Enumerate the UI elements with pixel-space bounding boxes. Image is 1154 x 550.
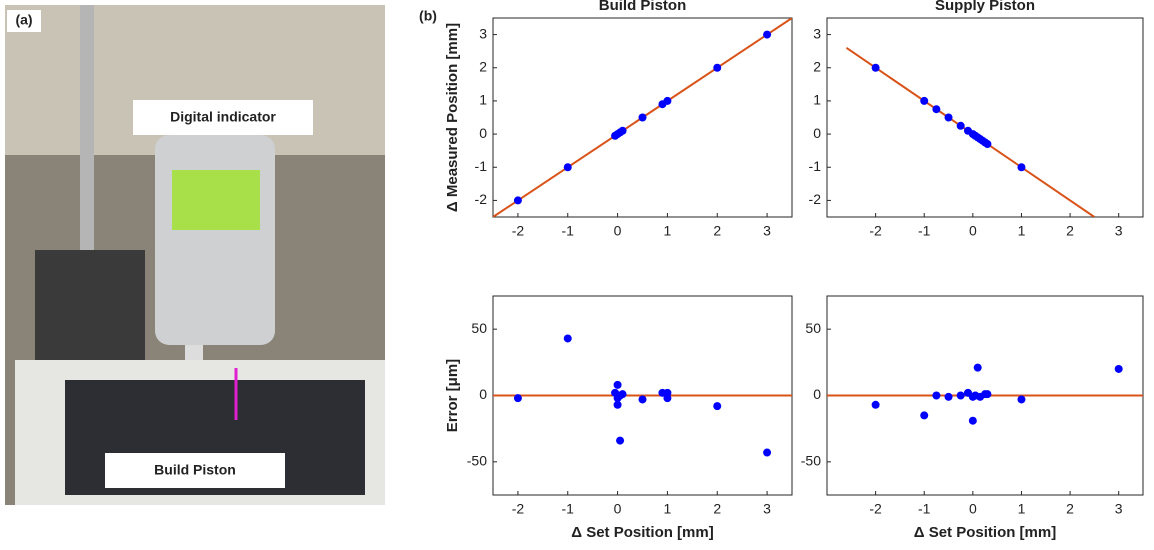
x-tick-label: 3 — [763, 501, 771, 517]
point — [613, 380, 622, 389]
point — [563, 163, 572, 172]
point — [763, 30, 772, 39]
point — [618, 390, 627, 399]
point — [713, 63, 722, 72]
x-tick-label: 1 — [1018, 223, 1026, 239]
y-axis-label: Error [μm] — [444, 359, 461, 432]
photo-label: Build Piston — [154, 462, 236, 478]
y-tick-label: 0 — [813, 125, 821, 141]
point — [616, 436, 625, 445]
y-tick-label: 0 — [813, 386, 821, 402]
panel-label: (b) — [419, 8, 437, 24]
x-tick-label: 1 — [664, 223, 672, 239]
x-tick-label: 3 — [1115, 223, 1123, 239]
y-tick-label: 50 — [471, 320, 487, 336]
x-tick-label: 3 — [763, 223, 771, 239]
photo-indicator — [155, 135, 275, 345]
x-tick-label: -2 — [869, 223, 882, 239]
y-tick-label: 1 — [479, 92, 487, 108]
point — [983, 140, 992, 149]
x-tick-label: 2 — [713, 501, 721, 517]
point — [513, 394, 522, 403]
point — [663, 394, 672, 403]
point — [638, 113, 647, 122]
x-tick-label: 0 — [969, 501, 977, 517]
photo-display — [172, 170, 260, 230]
point — [1114, 364, 1123, 373]
panel-label: (a) — [15, 12, 32, 28]
y-tick-label: 2 — [813, 58, 821, 74]
y-tick-label: -50 — [801, 453, 821, 469]
point — [618, 126, 627, 135]
y-axis-label: Δ Measured Position [mm] — [444, 23, 461, 212]
y-tick-label: -1 — [475, 158, 488, 174]
point — [513, 196, 522, 205]
x-tick-label: -1 — [918, 223, 931, 239]
x-axis-label: Δ Set Position [mm] — [571, 524, 713, 541]
label-box — [105, 453, 285, 488]
photo-base — [35, 250, 145, 360]
point — [920, 411, 929, 420]
y-tick-label: -2 — [475, 191, 488, 207]
point — [932, 105, 941, 114]
x-tick-label: 2 — [1066, 501, 1074, 517]
x-tick-label: -2 — [512, 223, 525, 239]
y-tick-label: 0 — [479, 125, 487, 141]
x-tick-label: -1 — [562, 501, 575, 517]
x-tick-label: 2 — [1066, 223, 1074, 239]
x-tick-label: 0 — [614, 501, 622, 517]
x-tick-label: 1 — [664, 501, 672, 517]
y-tick-label: 1 — [813, 92, 821, 108]
point — [944, 392, 953, 401]
point — [663, 96, 672, 105]
chart-title: Build Piston — [599, 0, 687, 14]
point — [932, 391, 941, 400]
x-tick-label: -2 — [869, 501, 882, 517]
chart-title: Supply Piston — [935, 0, 1035, 14]
y-tick-label: -2 — [809, 191, 822, 207]
point — [1017, 395, 1026, 404]
point — [763, 448, 772, 457]
point — [920, 96, 929, 105]
point — [613, 400, 622, 409]
point — [973, 363, 982, 372]
point — [956, 391, 965, 400]
y-tick-label: 3 — [479, 25, 487, 41]
point — [956, 121, 965, 130]
point — [944, 113, 953, 122]
point — [871, 400, 880, 409]
x-tick-label: 3 — [1115, 501, 1123, 517]
point — [968, 416, 977, 425]
x-tick-label: 0 — [969, 223, 977, 239]
photo-label: Digital indicator — [170, 109, 276, 125]
label-box — [7, 10, 41, 32]
point — [871, 63, 880, 72]
point — [563, 334, 572, 343]
plot-area — [826, 17, 1144, 218]
x-tick-label: 2 — [713, 223, 721, 239]
point — [983, 390, 992, 399]
x-axis-label: Δ Set Position [mm] — [914, 524, 1056, 541]
point — [638, 395, 647, 404]
x-tick-label: -1 — [918, 501, 931, 517]
point — [713, 402, 722, 411]
x-tick-label: 0 — [614, 223, 622, 239]
x-tick-label: -1 — [562, 223, 575, 239]
y-tick-label: 3 — [813, 25, 821, 41]
y-tick-label: 0 — [479, 386, 487, 402]
y-tick-label: 50 — [805, 320, 821, 336]
y-tick-label: 2 — [479, 58, 487, 74]
point — [1017, 163, 1026, 172]
y-tick-label: -50 — [467, 453, 487, 469]
x-tick-label: -2 — [512, 501, 525, 517]
label-box — [133, 100, 313, 135]
photo: Digital indicator Build Piston (a) — [5, 5, 385, 505]
x-tick-label: 1 — [1018, 501, 1026, 517]
y-tick-label: -1 — [809, 158, 822, 174]
